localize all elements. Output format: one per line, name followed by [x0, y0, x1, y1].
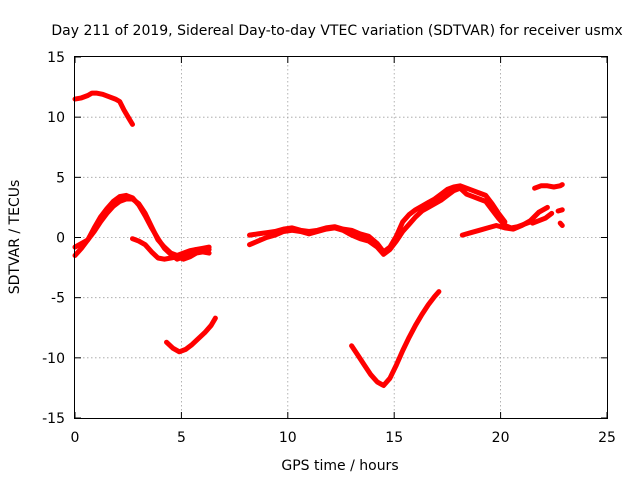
series-arc-4 [130, 236, 212, 262]
series-arc-1 [72, 90, 135, 127]
x-tick-label: 15 [385, 430, 403, 446]
chart-title: Day 211 of 2019, Sidereal Day-to-day VTE… [51, 23, 622, 39]
series-arc-9 [530, 210, 555, 226]
data-series [72, 90, 565, 388]
x-axis-label: GPS time / hours [281, 458, 398, 474]
series-arc-7 [247, 185, 533, 257]
series-arc-13 [349, 289, 442, 388]
y-tick-label: -10 [42, 351, 65, 367]
series-arc-5 [164, 315, 218, 355]
series-arc-11 [555, 207, 565, 214]
series-arc-8 [459, 204, 550, 238]
x-tick-label: 10 [279, 430, 297, 446]
y-tick-label: 0 [56, 231, 65, 247]
y-tick-label: 5 [56, 170, 65, 186]
y-tick-label: -15 [42, 411, 65, 427]
y-tick-label: 10 [47, 110, 65, 126]
y-tick-label: -5 [51, 291, 65, 307]
y-axis-label: SDTVAR / TECUs [7, 180, 23, 295]
series-arc-12 [557, 220, 565, 228]
y-tick-label: 15 [47, 50, 65, 66]
x-tick-label: 25 [598, 430, 616, 446]
x-tick-label: 5 [177, 430, 186, 446]
axis-ticks: 0 5 10 15 20 25 -15 -10 -5 0 5 10 15 [42, 50, 616, 446]
plot-frame [74, 56, 608, 419]
series-arc-3 [72, 196, 212, 258]
x-tick-label: 20 [492, 430, 510, 446]
series-arc-10 [532, 182, 565, 191]
x-tick-label: 0 [71, 430, 80, 446]
